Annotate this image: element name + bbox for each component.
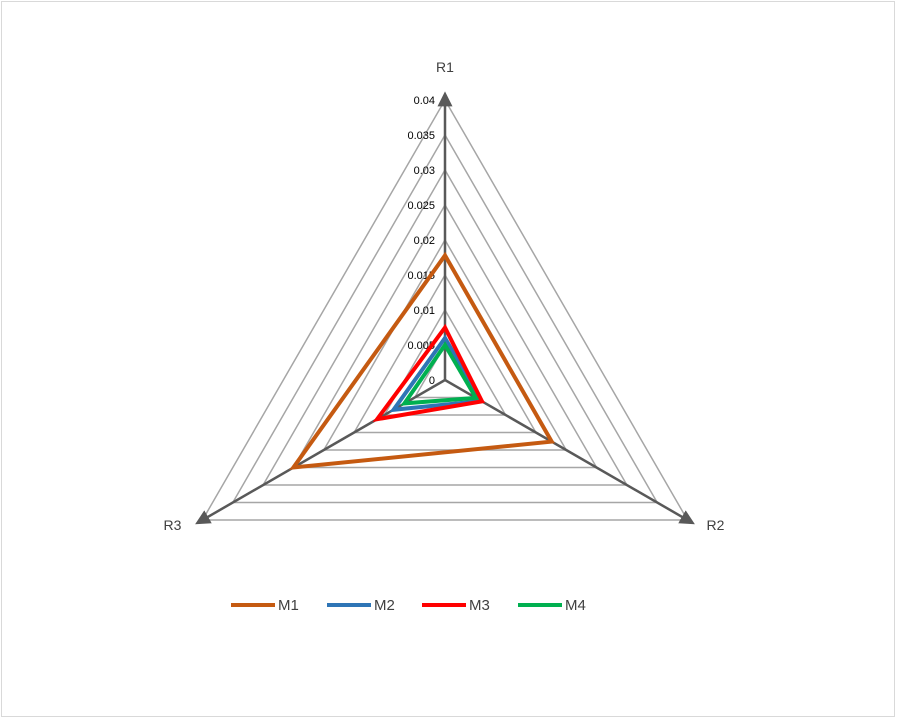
gridline-3 [352,273,538,434]
gridline-8 [201,98,689,521]
tick-label: 0.02 [414,235,435,247]
tick-label: 0.025 [407,200,435,212]
gridline-7 [231,133,659,504]
axis-labels: R1 R2 R3 [164,59,725,533]
series-m4-polygon [400,341,480,406]
legend-label-m1: M1 [278,597,299,614]
axis-label-r1: R1 [436,59,454,75]
gridline-4 [322,238,568,451]
tick-label: 0.035 [407,130,435,142]
tick-label: 0 [429,375,435,387]
axis-label-r2: R2 [707,517,725,533]
radar-gridlines [201,98,689,521]
data-series [289,251,555,470]
legend-label-m3: M3 [469,597,490,614]
radar-axes [195,91,695,525]
legend-label-m2: M2 [374,597,395,614]
tick-label: 0.04 [414,95,435,107]
series-m3-polygon [372,323,485,423]
tick-label: 0.01 [414,305,435,317]
gridline-2 [383,308,507,416]
gridline-5 [292,203,598,469]
gridline-6 [261,168,629,486]
axis-label-r3: R3 [164,517,182,533]
series-m2-polygon [389,334,485,413]
legend-label-m4: M4 [565,597,586,614]
tick-label: 0.03 [414,165,435,177]
series-m1-polygon [289,251,555,470]
legend: M1 M2 M3 M4 [231,597,586,614]
axis-line-r2 [444,378,695,525]
